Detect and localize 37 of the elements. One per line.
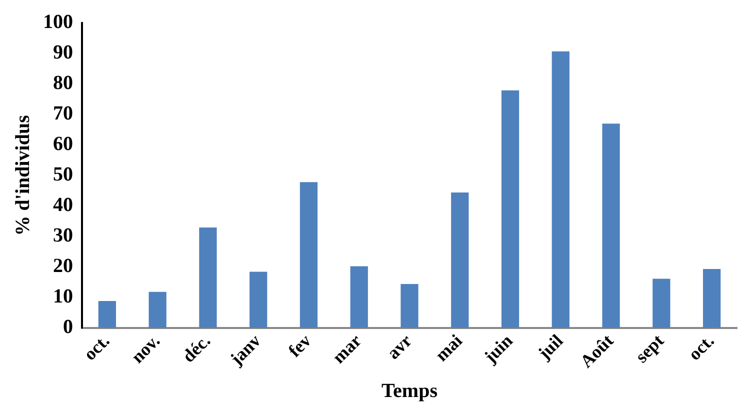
y-tick-label: 30 (53, 224, 73, 247)
bar (702, 269, 721, 328)
bar (602, 124, 620, 328)
x-tick-label: avr (383, 330, 416, 363)
bar (552, 51, 570, 328)
y-tick-label: 70 (53, 102, 73, 125)
bar (148, 292, 166, 328)
y-tick-label: 40 (53, 194, 73, 216)
x-tick-label: mai (431, 330, 466, 366)
bar (652, 278, 670, 328)
x-tick-label: fev (284, 330, 315, 361)
x-tick-label: nov. (127, 330, 164, 367)
x-tick-label: oct. (80, 330, 114, 364)
y-tick-label: 100 (43, 11, 73, 34)
y-tick-label: 0 (63, 316, 73, 338)
bar (501, 90, 520, 328)
y-axis-title: % d'individus (12, 114, 34, 236)
x-tick-label: juil (534, 330, 567, 364)
bar (250, 272, 268, 328)
x-tick-label: oct. (684, 330, 718, 364)
bar (350, 266, 368, 328)
bar (300, 182, 318, 328)
y-tick-label: 50 (53, 164, 73, 186)
bar (199, 228, 217, 328)
x-axis-title: Temps (382, 380, 438, 402)
bar (98, 301, 116, 328)
y-tick-label: 90 (53, 42, 73, 64)
y-tick-label: 60 (53, 133, 73, 156)
bar (451, 192, 469, 328)
x-tick-label: déc. (178, 330, 214, 366)
x-tick-label: sept (631, 330, 668, 367)
y-tick-label: 10 (53, 286, 73, 308)
bar (400, 284, 418, 328)
x-tick-label: juin (480, 330, 516, 368)
y-tick-label: 20 (53, 255, 73, 278)
x-tick-label: mar (328, 330, 366, 368)
y-tick-label: 80 (53, 72, 73, 94)
